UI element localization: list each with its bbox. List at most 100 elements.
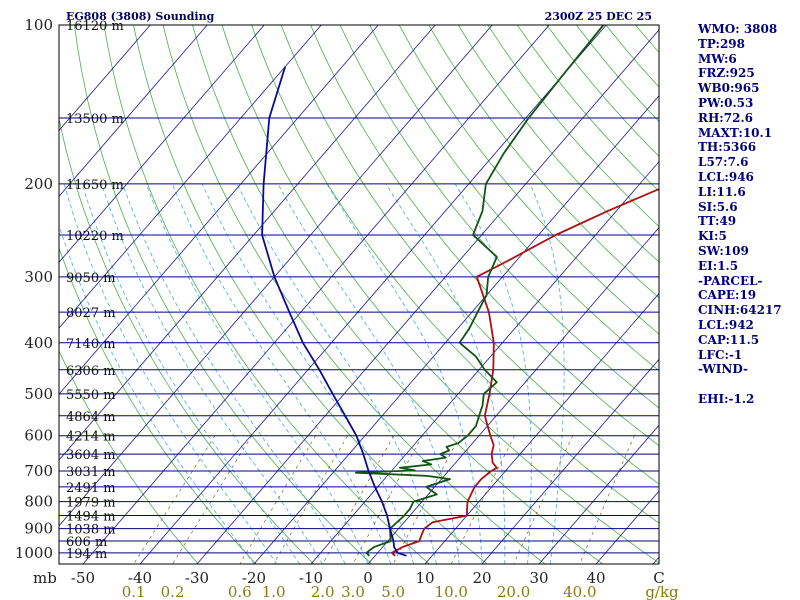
index-value: WB0:965	[698, 81, 760, 96]
dry-adiabat-line	[59, 116, 315, 564]
temperature-tick-label: 20	[472, 569, 491, 587]
isotherm-line	[196, 29, 659, 564]
index-value: CINH:64217	[698, 303, 782, 318]
index-value: MAXT:10.1	[698, 125, 773, 140]
height-label: 5550 m	[66, 388, 116, 403]
moist-adiabat-line	[59, 224, 255, 564]
isotherm-line	[139, 25, 607, 564]
temperature-tick-label: 0	[363, 569, 373, 587]
height-label: 194 m	[66, 547, 107, 562]
moist-adiabat-line	[81, 183, 300, 564]
pressure-tick-label: 500	[24, 385, 53, 403]
dry-adiabat-line	[74, 25, 372, 564]
pressure-tick-label: 700	[24, 462, 53, 480]
moist-adiabat-line	[236, 183, 437, 564]
index-value: RH:72.6	[698, 110, 753, 125]
isotherm-line	[424, 292, 659, 564]
index-value: -WIND-	[698, 362, 748, 377]
index-value: FRZ:925	[698, 66, 755, 81]
mixing-ratio-tick-label: 3.0	[341, 583, 365, 600]
height-label: 1494 m	[66, 510, 116, 525]
isotherm-line	[59, 25, 493, 527]
height-label: 606 m	[66, 535, 107, 550]
dry-adiabat-line	[339, 25, 659, 409]
isotherm-line	[481, 358, 659, 564]
background-grid	[59, 25, 659, 564]
isotherm-line	[59, 25, 208, 197]
pressure-tick-label: 100	[24, 16, 53, 34]
index-value: LCL:942	[698, 317, 754, 332]
index-value: SI:5.6	[698, 199, 738, 214]
index-value: LI:11.6	[698, 184, 746, 199]
index-value	[698, 377, 798, 392]
index-value: CAP:11.5	[698, 332, 760, 347]
temperature-tick-label: -40	[128, 569, 152, 587]
dry-adiabat-line	[133, 25, 488, 564]
index-value: LCL:946	[698, 169, 754, 184]
height-label: 11650 m	[66, 178, 124, 193]
mixing-ratio-line	[579, 435, 635, 564]
height-label: 8027 m	[66, 306, 116, 321]
mixing-ratio-line	[392, 435, 461, 564]
dry-adiabat-line	[251, 25, 659, 524]
plot-background	[59, 25, 659, 564]
height-label: 16120 m	[66, 19, 124, 34]
isotherm-line	[367, 226, 659, 564]
index-value: KI:5	[698, 229, 727, 244]
temperature-tick-label: 40	[586, 569, 605, 587]
pressure-tick-label: 900	[24, 520, 53, 538]
mixing-ratio-unit-label: g/kg	[645, 583, 679, 600]
height-label: 9050 m	[66, 271, 116, 286]
height-label: 3031 m	[66, 465, 116, 480]
isotherm-line	[82, 25, 550, 564]
index-value: PW:0.53	[698, 95, 754, 110]
height-label: 2491 m	[66, 481, 116, 496]
temperature-profile-line	[390, 188, 659, 557]
dry-adiabat-line	[369, 25, 659, 372]
temperature-unit-label: C	[653, 569, 664, 587]
index-value: LFC:-1	[698, 347, 743, 362]
mixing-ratio-line	[172, 435, 253, 564]
mixing-ratio-tick-label: 1.0	[262, 583, 286, 600]
height-label: 13500 m	[66, 112, 124, 127]
mixing-ratio-line	[352, 435, 423, 564]
height-label: 7140 m	[66, 337, 116, 352]
height-label: 3604 m	[66, 448, 116, 463]
mixing-ratio-line	[322, 435, 395, 564]
isotherm-line	[59, 25, 322, 329]
index-value: MW:6	[698, 51, 737, 66]
mixing-ratio-tick-label: 2.0	[311, 583, 335, 600]
plot-frame	[58, 24, 660, 565]
moist-adiabat-line	[326, 183, 483, 564]
moist-adiabat-line	[201, 183, 414, 564]
pressure-tick-label: 200	[24, 175, 53, 193]
mixing-ratio-line	[239, 435, 316, 564]
chart-title-right: 2300Z 25 DEC 25	[545, 10, 652, 23]
dry-adiabat-line	[103, 25, 430, 564]
dry-adiabat-line	[428, 25, 659, 299]
mixing-ratio-tick-label: 20.0	[497, 583, 530, 600]
moist-adiabat-line	[277, 183, 460, 564]
height-label: 1038 m	[66, 523, 116, 538]
pressure-tick-label: 800	[24, 493, 53, 511]
height-label: 4864 m	[66, 410, 116, 425]
parcel-profile-line	[261, 66, 407, 557]
moist-adiabat-line	[122, 183, 346, 564]
dry-adiabat-line	[457, 25, 659, 263]
dry-adiabat-line	[398, 25, 659, 335]
index-value: EI:1.5	[698, 258, 739, 273]
mixing-ratio-tick-label: 5.0	[381, 583, 405, 600]
temperature-tick-label: -20	[242, 569, 266, 587]
dry-adiabat-line	[59, 349, 199, 564]
temperature-tick-label: 30	[529, 569, 548, 587]
mixing-ratio-tick-label: 0.2	[161, 583, 185, 600]
moist-adiabat-line	[385, 183, 506, 564]
pressure-unit-label: mb	[33, 569, 57, 587]
moist-adiabat-line	[145, 183, 369, 564]
index-value: -PARCEL-	[698, 273, 763, 288]
temperature-tick-label: -50	[71, 569, 95, 587]
moist-adiabat-line	[101, 183, 323, 564]
sounding-series	[261, 25, 659, 557]
